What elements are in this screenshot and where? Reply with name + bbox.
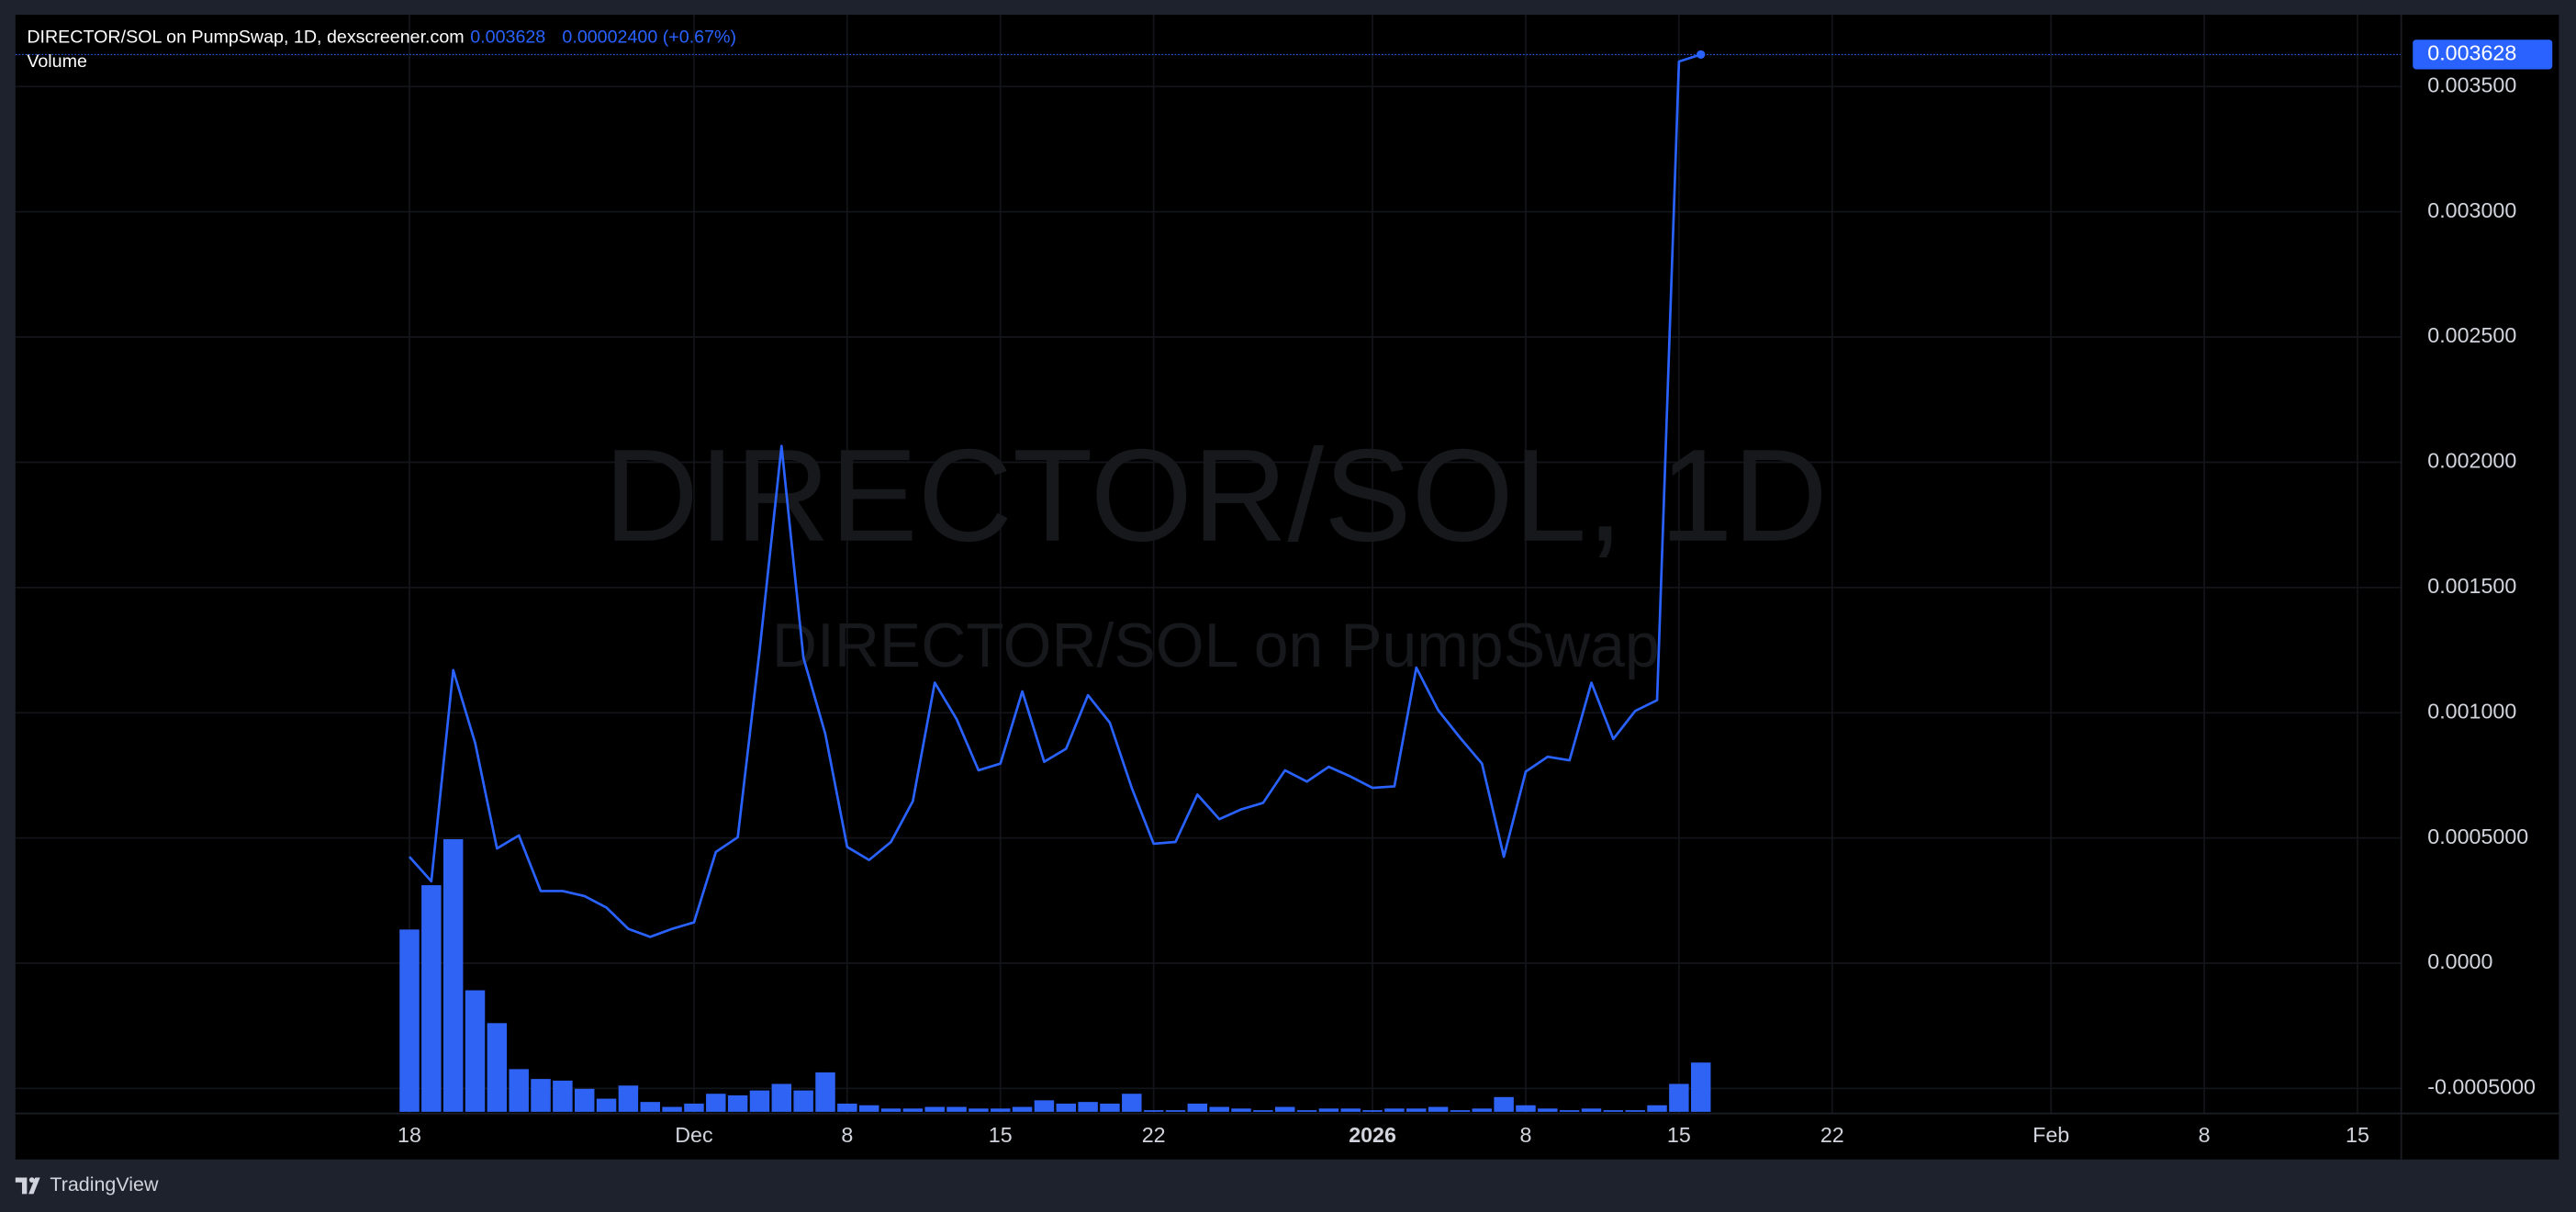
x-tick-label: 18 [398, 1123, 421, 1147]
y-tick-label: 0.001500 [2427, 574, 2516, 598]
volume-bar [1122, 1094, 1142, 1112]
x-tick-label: 8 [1520, 1123, 1532, 1147]
watermark-title: DIRECTOR/SOL, 1D [604, 422, 1828, 569]
axes: -0.0005000 0.0000 0.0005000 0.001000 0.00150… [398, 39, 2553, 1147]
volume-bar [575, 1088, 595, 1112]
volume-bar [1494, 1096, 1514, 1112]
volume-bar [1296, 1110, 1317, 1112]
y-tick-label: 0.003000 [2427, 198, 2516, 222]
volume-bar [1690, 1062, 1711, 1112]
logo-icon [15, 1177, 40, 1195]
x-tick-label: 22 [1142, 1123, 1166, 1147]
volume-bar [793, 1090, 813, 1112]
volume-bar [1362, 1110, 1383, 1112]
volume-bar [991, 1108, 1011, 1112]
logo-dot [28, 1177, 35, 1183]
volume-bar [640, 1102, 660, 1112]
volume-bar [1428, 1106, 1449, 1112]
volume-bar [1143, 1110, 1164, 1112]
last-point [1697, 50, 1706, 59]
volume-bar [771, 1083, 792, 1112]
volume-bar [815, 1072, 835, 1112]
volume-bar [421, 885, 442, 1112]
x-tick-label: 15 [989, 1123, 1013, 1147]
volume-bar [1384, 1108, 1405, 1112]
volume-bar [727, 1095, 748, 1112]
volume-bar [1538, 1108, 1558, 1112]
volume-bar [1056, 1103, 1077, 1112]
volume-bar [1165, 1110, 1186, 1112]
volume-bar [531, 1079, 551, 1112]
volume-bar [618, 1085, 639, 1112]
price-line [408, 53, 1702, 938]
volume-bar [399, 929, 420, 1112]
volume-bar [442, 838, 464, 1112]
volume-bar [1078, 1102, 1098, 1112]
y-tick-label: 0.003500 [2427, 73, 2516, 96]
volume-bar [1472, 1108, 1493, 1112]
header-change: 0.00002400 (+0.67%) [562, 27, 736, 47]
header-price: 0.003628 [470, 27, 545, 47]
volume-bar [969, 1108, 989, 1112]
volume-bar [1034, 1100, 1055, 1112]
volume-bar [924, 1106, 945, 1112]
volume-bar [1625, 1110, 1645, 1112]
chart-title: DIRECTOR/SOL on PumpSwap, 1D, dexscreene… [27, 27, 464, 47]
volume-bar [1559, 1110, 1580, 1112]
volume-bar [1318, 1108, 1339, 1112]
volume-bar [1231, 1108, 1251, 1112]
volume-bar [1406, 1108, 1427, 1112]
volume-bar [1274, 1106, 1295, 1112]
y-tick-label: 0.001000 [2427, 699, 2516, 723]
volume-bar [1669, 1083, 1689, 1112]
y-tick-label: -0.0005000 [2427, 1075, 2536, 1099]
volume-bar [1450, 1110, 1471, 1112]
volume-bar [880, 1108, 902, 1112]
x-tick-label: 8 [841, 1123, 853, 1147]
x-tick-label: Dec [675, 1123, 713, 1147]
volume-bar [749, 1090, 770, 1112]
x-tick-label: 22 [1820, 1123, 1844, 1147]
volume-bar [1581, 1108, 1602, 1112]
volume-bar [509, 1069, 529, 1112]
x-tick-label: Feb [2033, 1123, 2069, 1147]
price-label-box [2413, 39, 2553, 70]
footer-brand: TradingView [50, 1173, 159, 1195]
volume-bar [465, 990, 486, 1112]
volume-bar [706, 1094, 726, 1112]
volume-bar [684, 1103, 704, 1112]
volume-bar [946, 1106, 967, 1112]
volume-bar [1516, 1105, 1536, 1112]
volume-bar [1253, 1110, 1273, 1112]
grid [15, 15, 2402, 1114]
volume-bar [553, 1080, 573, 1112]
volume-bar [596, 1098, 617, 1112]
volume-bar [1340, 1108, 1361, 1112]
volume-bar [1603, 1110, 1624, 1112]
volume-bar [487, 1023, 508, 1112]
x-tick-label: 8 [2199, 1123, 2211, 1147]
volume-bar [1209, 1106, 1229, 1112]
marks [15, 50, 2402, 1112]
watermark-subtitle: DIRECTOR/SOL on PumpSwap [772, 611, 1660, 680]
volume-legend: Volume [27, 51, 87, 72]
y-tick-label: 0.002000 [2427, 449, 2516, 473]
volume-bar [858, 1105, 879, 1112]
y-tick-label: 0.0005000 [2427, 825, 2528, 848]
volume-bar [1012, 1106, 1033, 1112]
x-tick-label: 15 [1667, 1123, 1691, 1147]
y-tick-label: 0.0000 [2427, 949, 2492, 973]
x-tick-label: 15 [2346, 1123, 2369, 1147]
price-label: 0.003628 [2427, 40, 2516, 64]
footer-logo [15, 1177, 40, 1195]
volume-bar [1647, 1105, 1667, 1112]
volume-bar [1100, 1103, 1120, 1112]
volume-bar [1187, 1103, 1208, 1112]
x-tick-label: 2026 [1349, 1123, 1396, 1147]
volume-bar [902, 1108, 924, 1112]
volume-bar [662, 1106, 682, 1112]
volume-bar [837, 1103, 857, 1112]
y-tick-label: 0.002500 [2427, 323, 2516, 347]
